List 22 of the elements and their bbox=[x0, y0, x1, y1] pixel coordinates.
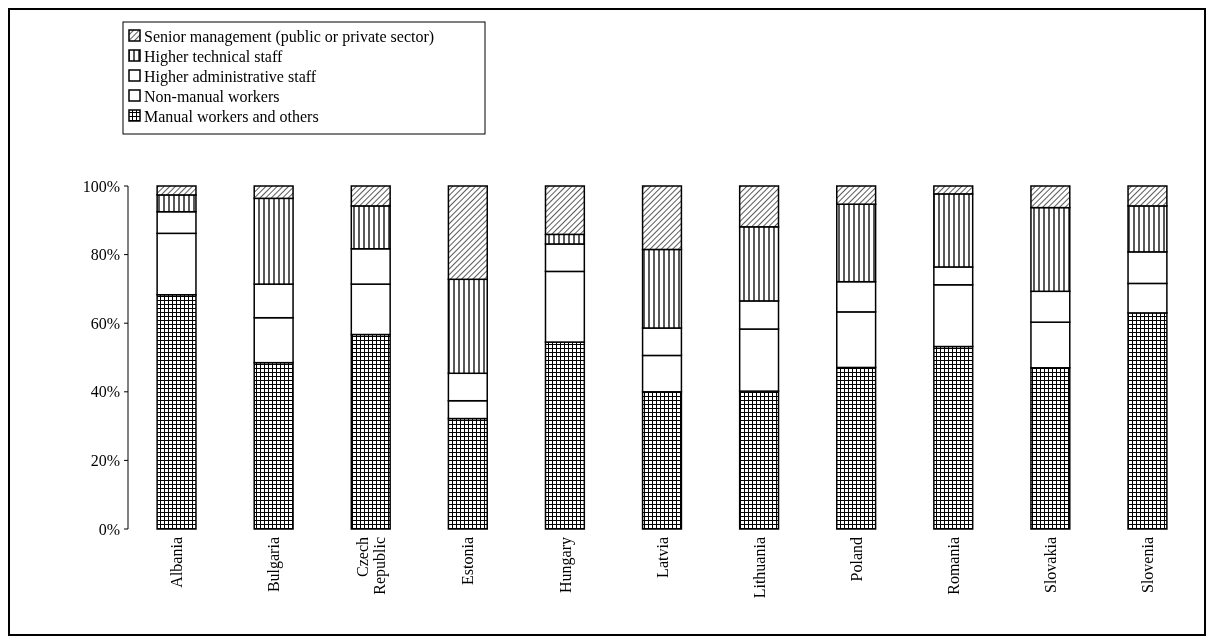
x-tick-label: Slovenia bbox=[1139, 537, 1157, 593]
legend-label: Senior management (public or private sector) bbox=[144, 27, 435, 46]
x-tick-label: Lithuania bbox=[750, 537, 768, 599]
y-tick-label: 60% bbox=[90, 314, 120, 332]
legend-label: Higher administrative staff bbox=[144, 67, 317, 86]
x-tick-label: Latvia bbox=[653, 537, 671, 578]
x-tick-label: Albania bbox=[168, 537, 186, 588]
x-tick-label: Estonia bbox=[459, 537, 477, 585]
x-tick-label: Romania bbox=[944, 537, 962, 595]
y-tick-label: 100% bbox=[82, 177, 120, 195]
legend-label: Non-manual workers bbox=[144, 87, 280, 105]
x-tick-label: Slovakia bbox=[1041, 537, 1059, 593]
x-tick-label: Poland bbox=[847, 537, 865, 582]
y-tick-label: 40% bbox=[90, 383, 120, 401]
y-tick-label: 0% bbox=[98, 520, 120, 538]
y-tick-label: 20% bbox=[90, 452, 120, 469]
x-tick-label: Czech Republic bbox=[353, 537, 390, 595]
legend-label: Higher technical staff bbox=[144, 47, 283, 66]
legend-label: Manual workers and others bbox=[144, 107, 319, 125]
y-tick-label: 80% bbox=[90, 246, 120, 264]
x-tick-label: Hungary bbox=[556, 537, 575, 593]
x-tick-label: Bulgaria bbox=[265, 537, 284, 593]
